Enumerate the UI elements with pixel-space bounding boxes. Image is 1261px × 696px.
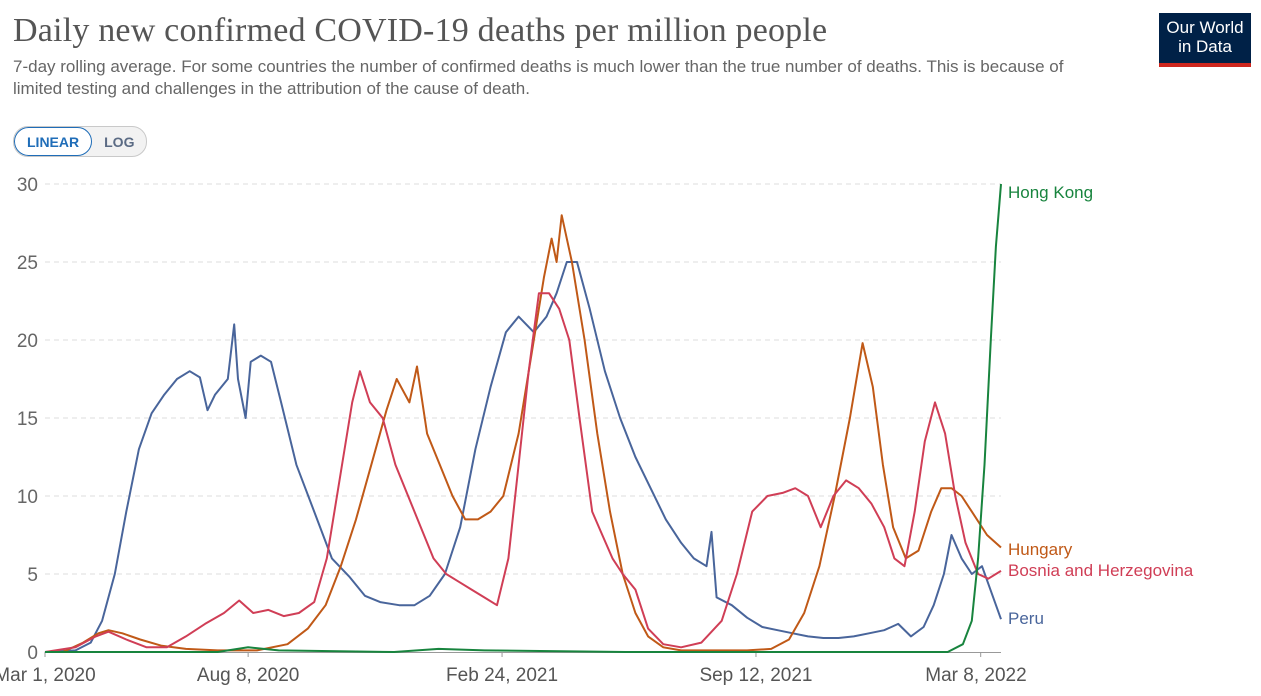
logo-line-2: in Data (1178, 37, 1232, 56)
logo-line-1: Our World (1166, 18, 1244, 37)
series-line-peru[interactable] (44, 261, 1002, 653)
log-scale-button[interactable]: LOG (92, 127, 146, 156)
y-tick-label: 30 (17, 175, 38, 196)
scale-toggle: LINEAR LOG (13, 126, 148, 157)
y-tick-label: 20 (17, 331, 38, 352)
x-tick-label: Mar 1, 2020 (0, 665, 96, 686)
linear-scale-button[interactable]: LINEAR (14, 127, 93, 156)
y-tick-label: 10 (17, 487, 38, 508)
y-tick-label: 15 (17, 409, 38, 430)
series-lines (44, 183, 1002, 653)
series-label-hong-kong[interactable]: Hong Kong (1008, 183, 1093, 202)
y-tick-label: 25 (17, 253, 38, 274)
owid-logo[interactable]: Our World in Data (1159, 13, 1251, 67)
series-label-hungary[interactable]: Hungary (1008, 540, 1073, 559)
chart-subtitle: 7-day rolling average. For some countrie… (13, 57, 1064, 98)
chart-title: Daily new confirmed COVID-19 deaths per … (13, 12, 828, 49)
series-line-hong-kong[interactable] (45, 183, 1002, 653)
series-line-hungary[interactable] (45, 214, 1002, 653)
x-tick-label: Aug 8, 2020 (197, 665, 299, 686)
series-line-bosnia-and-herzegovina[interactable] (44, 292, 1002, 653)
y-tick-label: 0 (27, 643, 38, 664)
series-label-peru[interactable]: Peru (1008, 609, 1044, 628)
series-label-bosnia-and-herzegovina[interactable]: Bosnia and Herzegovina (1008, 561, 1194, 580)
x-tick-label: Sep 12, 2021 (699, 665, 812, 686)
y-axis-ticks: 0 5 10 15 20 25 30 (17, 175, 38, 664)
x-tick-label: Mar 8, 2022 (925, 665, 1026, 686)
series-labels: Peru Hungary Bosnia and Herzegovina Hong Ko… (1008, 183, 1194, 628)
y-tick-label: 5 (27, 565, 38, 586)
grid-lines (45, 183, 1001, 575)
x-axis: Mar 1, 2020 Aug 8, 2020 Feb 24, 2021 Sep 12… (0, 652, 1027, 686)
x-tick-label: Feb 24, 2021 (446, 665, 558, 686)
